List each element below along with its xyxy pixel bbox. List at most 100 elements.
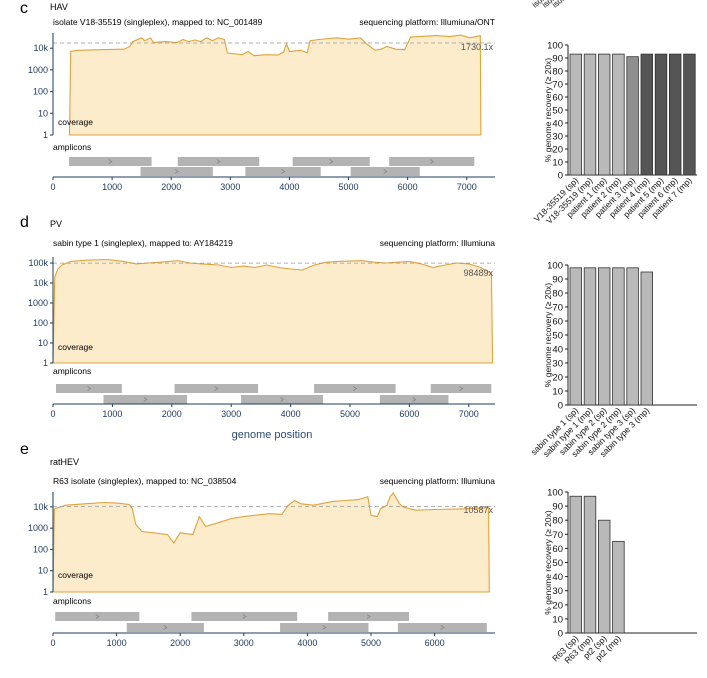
amplicon-bar — [292, 157, 370, 166]
recovery-bar — [626, 56, 639, 176]
amplicon-arrow — [366, 614, 371, 619]
virus-name: HAV — [50, 2, 68, 12]
panel-letter: d — [20, 214, 29, 231]
x-tick-label: 5000 — [339, 182, 359, 192]
y-tick-label: 1 — [43, 358, 48, 368]
coverage-label: coverage — [58, 117, 93, 127]
panel-subtitle: sabin type 1 (singleplex), mapped to: AY… — [53, 238, 233, 248]
bar-y-tick-label: 10 — [552, 614, 563, 625]
x-tick-label: 1000 — [102, 409, 122, 419]
amplicon-bar — [350, 167, 420, 176]
y-tick-label: 100 — [33, 544, 48, 554]
coverage-area — [52, 258, 494, 364]
coverage-area — [52, 492, 490, 593]
amplicon-arrow — [459, 386, 464, 391]
recovery-bar — [626, 267, 639, 406]
x-tick-label: 5000 — [361, 638, 381, 648]
x-tick-label: 4000 — [297, 638, 317, 648]
amplicon-track-e — [55, 612, 487, 632]
amplicon-arrow — [174, 169, 179, 174]
x-tick-label: 3000 — [220, 182, 240, 192]
bar-y-tick-label: 20 — [552, 600, 563, 611]
cutoff-label: isola — [551, 0, 570, 10]
x-tick-label: 6000 — [399, 409, 419, 419]
y-tick-label: 10 — [38, 566, 48, 576]
y-tick-label: 1000 — [28, 523, 48, 533]
recovery-bar — [669, 53, 682, 176]
x-tick-label: 4000 — [279, 182, 299, 192]
amplicon-arrow — [87, 386, 92, 391]
amplicons-label: amplicons — [53, 142, 91, 152]
bar-y-tick-label: 60 — [552, 544, 563, 555]
x-tick-label: 3000 — [234, 638, 254, 648]
bar-y-tick-label: 100 — [547, 488, 563, 499]
cutoff-labels: isola isola isola — [531, 0, 570, 10]
bar-y-tick-label: 70 — [552, 80, 563, 91]
mean-depth-label: 98489x — [463, 268, 493, 278]
cutoff-label: isola — [541, 0, 560, 10]
amplicon-bar — [389, 157, 475, 166]
bar-y-tick-label: 40 — [552, 119, 563, 130]
platform-label: sequencing platform: Illumiuna — [380, 238, 496, 248]
amplicon-bar — [174, 384, 259, 393]
bar-y-tick-label: 40 — [552, 572, 563, 583]
recovery-bar — [598, 267, 611, 406]
x-tick-label: 1000 — [102, 182, 122, 192]
amplicons-label: amplicons — [53, 366, 91, 376]
amplicon-arrow — [108, 159, 113, 164]
y-tick-label: 1000 — [28, 298, 48, 308]
coverage-label: coverage — [58, 342, 93, 352]
amplicon-bar — [69, 157, 152, 166]
bar-y-tick-label: 40 — [552, 345, 563, 356]
bar-y-tick-label: 20 — [552, 145, 563, 156]
recovery-bar — [569, 53, 583, 176]
y-tick-label: 1 — [43, 587, 48, 597]
bar-y-tick-label: 70 — [552, 303, 563, 314]
amplicon-arrow — [214, 386, 219, 391]
amplicon-arrow — [280, 397, 285, 402]
y-tick-label: 10 — [38, 108, 48, 118]
y-tick-label: 100 — [33, 318, 48, 328]
bar-y-tick-label: 0 — [558, 171, 563, 182]
bar-y-tick-label: 50 — [552, 106, 563, 117]
amplicon-arrow — [440, 625, 445, 630]
bar-y-tick-label: 90 — [552, 54, 563, 65]
panel-subtitle: isolate V18-35519 (singleplex), mapped t… — [53, 17, 263, 27]
mean-depth-label: 1730.1x — [461, 42, 494, 52]
bar-y-tick-label: 100 — [547, 261, 563, 272]
amplicon-arrow — [95, 614, 100, 619]
y-tick-label: 1 — [43, 130, 48, 140]
recovery-bar — [640, 271, 654, 406]
genome-axis-title: genome position — [232, 429, 313, 441]
virus-name: ratHEV — [50, 457, 79, 467]
amplicon-track-d — [55, 384, 492, 404]
recovery-bar — [640, 53, 654, 176]
platform-label: sequencing platform: Illumiuna — [380, 476, 496, 486]
x-tick-label: 3000 — [221, 409, 241, 419]
amplicon-bar — [103, 395, 188, 404]
x-tick-label: 7000 — [457, 182, 477, 192]
panel-e: e ratHEV R63 isolate (singleplex), mappe… — [20, 441, 697, 665]
x-tick-label: 2000 — [162, 409, 182, 419]
x-tick-label: 6000 — [398, 182, 418, 192]
x-tick-label: 0 — [50, 638, 55, 648]
bar-y-tick-label: 20 — [552, 373, 563, 384]
recovery-bar — [583, 267, 597, 406]
bar-y-tick-label: 80 — [552, 289, 563, 300]
cutoff-label: isola — [531, 0, 550, 10]
bar-y-tick-label: 10 — [552, 387, 563, 398]
amplicon-bar — [280, 623, 369, 632]
bar-y-tick-label: 70 — [552, 530, 563, 541]
amplicon-arrow — [412, 397, 417, 402]
platform-label: sequencing platform: Illumiuna/ONT — [359, 17, 495, 27]
amplicon-track-c — [69, 157, 475, 176]
bar-y-tick-label: 100 — [547, 41, 563, 52]
bar-y-axis-title: % genome recovery (≥ 20x) — [543, 283, 553, 388]
x-tick-label: 0 — [50, 182, 55, 192]
amplicon-arrow — [430, 159, 434, 164]
recovery-bar — [598, 519, 611, 634]
bar-y-tick-label: 90 — [552, 502, 563, 513]
amplicon-arrow — [322, 625, 327, 630]
amplicon-arrow — [281, 169, 286, 174]
